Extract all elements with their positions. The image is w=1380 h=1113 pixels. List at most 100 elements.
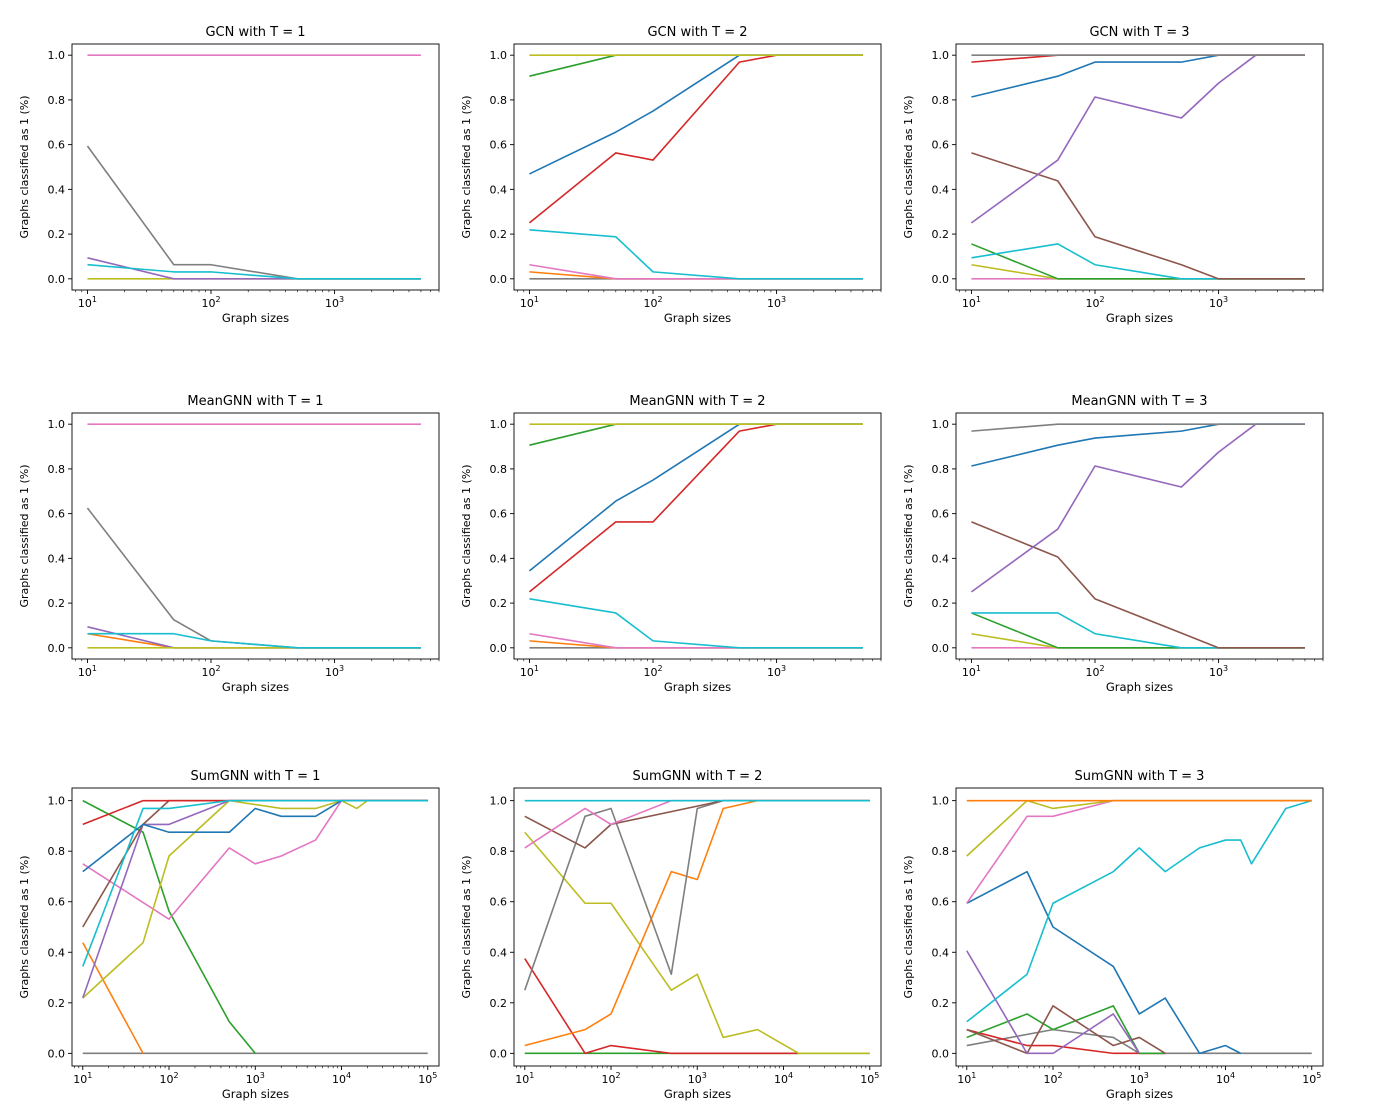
y-tick-label: 0.4	[490, 183, 508, 196]
x-tick-label: 103	[767, 295, 786, 310]
x-tick-label: 103	[1209, 295, 1228, 310]
y-tick-label: 0.2	[48, 597, 66, 610]
x-tick-label: 103	[767, 664, 786, 679]
y-tick-label: 0.8	[48, 94, 66, 107]
y-tick-label: 0.6	[48, 139, 66, 152]
series-line-orange	[87, 632, 421, 649]
x-tick-label: 102	[643, 664, 662, 679]
y-tick-label: 0.0	[490, 1047, 508, 1060]
x-tick-label: 104	[774, 1071, 793, 1086]
subplot-title: GCN with T = 1	[205, 25, 305, 40]
series-line-purple	[970, 54, 1305, 224]
y-axis-label: Graphs classified as 1 (%)	[902, 855, 915, 998]
plot-frame	[513, 787, 882, 1067]
series-line-brown	[971, 152, 1305, 280]
y-tick-label: 0.4	[490, 946, 508, 959]
x-tick-label: 105	[418, 1071, 437, 1086]
y-tick-label: 0.8	[490, 94, 508, 107]
series-line-blue	[966, 870, 1242, 1055]
x-tick-label: 102	[201, 295, 220, 310]
x-axis-label: Graph sizes	[1106, 1087, 1173, 1101]
x-tick-label: 103	[1209, 664, 1228, 679]
y-tick-label: 0.8	[932, 94, 950, 107]
x-tick-label: 102	[1085, 295, 1104, 310]
series-group	[82, 799, 428, 1055]
x-axis-label: Graph sizes	[664, 311, 731, 325]
series-group	[528, 423, 863, 649]
series-line-blue	[82, 799, 428, 873]
subplot-title: SumGNN with T = 1	[191, 769, 321, 784]
series-line-green	[529, 423, 863, 446]
series-group	[524, 799, 870, 1055]
x-tick-label: 103	[325, 664, 344, 679]
subplot-title: MeanGNN with T = 2	[629, 394, 765, 409]
plot-frame	[955, 43, 1324, 291]
series-line-pink	[529, 263, 863, 280]
x-axis-label: Graph sizes	[1106, 680, 1173, 694]
x-axis-label: Graph sizes	[222, 1087, 289, 1101]
series-line-brown	[971, 521, 1305, 649]
y-tick-label: 0.6	[48, 896, 66, 909]
series-line-purple	[966, 950, 1140, 1055]
y-axis-label: Graphs classified as 1 (%)	[18, 464, 31, 607]
x-tick-label: 101	[520, 664, 539, 679]
y-tick-label: 0.2	[490, 228, 508, 241]
series-group	[970, 423, 1305, 649]
subplot-6: MeanGNN with T = 3 0.0 0.2 0.4 0.6 0.8 1.0 101 1…	[902, 394, 1324, 694]
y-tick-label: 0.8	[48, 845, 66, 858]
series-line-purple	[970, 423, 1305, 593]
y-tick-label: 0.2	[490, 997, 508, 1010]
y-tick-label: 0.0	[48, 273, 66, 286]
subplot-8: SumGNN with T = 2 0.0 0.2 0.4 0.6 0.8 1.0 101 10…	[460, 769, 882, 1101]
series-group	[528, 54, 863, 280]
subplot-title: MeanGNN with T = 1	[187, 394, 323, 409]
y-tick-label: 0.4	[48, 946, 66, 959]
subplot-1: GCN with T = 1 0.0 0.2 0.4 0.6 0.8 1.0 101 102 10…	[18, 25, 440, 325]
y-tick-label: 0.4	[490, 552, 508, 565]
y-tick-label: 0.6	[48, 508, 66, 521]
x-tick-label: 105	[1302, 1071, 1321, 1086]
subplot-4: MeanGNN with T = 1 0.0 0.2 0.4 0.6 0.8 1.0 101 1…	[18, 394, 440, 694]
series-line-pink	[82, 799, 428, 920]
subplot-title: SumGNN with T = 3	[1075, 769, 1205, 784]
y-tick-label: 0.0	[48, 1047, 66, 1060]
y-axis-label: Graphs classified as 1 (%)	[460, 464, 473, 607]
y-axis-label: Graphs classified as 1 (%)	[18, 95, 31, 238]
y-tick-label: 1.0	[490, 49, 508, 62]
x-tick-label: 101	[515, 1071, 534, 1086]
y-tick-label: 0.0	[48, 642, 66, 655]
series-line-cyan	[529, 229, 863, 280]
y-tick-label: 0.0	[490, 273, 508, 286]
series-line-gray	[86, 507, 421, 649]
y-axis-label: Graphs classified as 1 (%)	[460, 855, 473, 998]
y-tick-label: 0.2	[48, 997, 66, 1010]
plot-frame	[71, 412, 440, 660]
series-line-green	[966, 1005, 1166, 1055]
subplot-title: GCN with T = 2	[647, 25, 747, 40]
series-line-green	[82, 799, 256, 1054]
x-tick-label: 101	[73, 1071, 92, 1086]
x-tick-label: 103	[325, 295, 344, 310]
y-tick-label: 1.0	[932, 795, 950, 808]
x-tick-label: 103	[246, 1071, 265, 1086]
y-tick-label: 0.6	[932, 508, 950, 521]
y-tick-label: 0.8	[490, 463, 508, 476]
y-tick-label: 0.0	[490, 642, 508, 655]
y-tick-label: 0.4	[932, 183, 950, 196]
plot-frame	[513, 43, 882, 291]
y-tick-label: 0.6	[932, 139, 950, 152]
series-line-pink	[966, 799, 1312, 904]
y-tick-label: 0.4	[932, 552, 950, 565]
series-line-blue	[528, 423, 863, 572]
x-tick-label: 102	[1085, 664, 1104, 679]
y-tick-label: 1.0	[932, 49, 950, 62]
series-line-orange	[82, 942, 144, 1054]
y-axis-label: Graphs classified as 1 (%)	[902, 464, 915, 607]
x-tick-label: 104	[332, 1071, 351, 1086]
series-line-brown	[966, 1005, 1166, 1055]
series-line-gray	[524, 799, 870, 991]
y-tick-label: 0.4	[48, 183, 66, 196]
y-tick-label: 0.8	[490, 845, 508, 858]
series-line-green	[529, 54, 863, 77]
